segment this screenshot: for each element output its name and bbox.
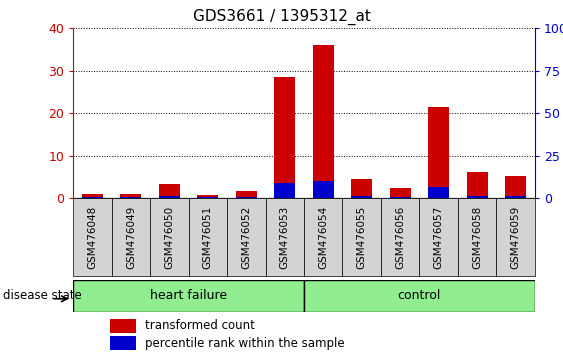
Bar [312,181,334,198]
Text: percentile rank within the sample: percentile rank within the sample [145,337,345,350]
Text: GSM476050: GSM476050 [164,206,175,269]
Bar [82,197,103,198]
FancyBboxPatch shape [227,198,266,276]
Text: heart failure: heart failure [150,289,227,302]
Text: GSM476049: GSM476049 [126,206,136,269]
Bar [428,107,449,198]
Bar [467,172,488,198]
Bar [82,194,103,198]
Bar [312,45,334,198]
Text: GSM476048: GSM476048 [87,206,97,269]
Bar [236,190,257,198]
Bar [467,196,488,198]
Bar [120,194,141,198]
Text: GSM476051: GSM476051 [203,206,213,269]
FancyBboxPatch shape [381,198,419,276]
Text: control: control [397,289,441,302]
Bar [428,187,449,198]
Bar [159,196,180,198]
FancyBboxPatch shape [304,280,535,312]
FancyBboxPatch shape [458,198,497,276]
Text: GSM476056: GSM476056 [395,206,405,269]
FancyBboxPatch shape [419,198,458,276]
Text: disease state: disease state [3,289,82,302]
Bar [351,179,372,198]
Bar [390,188,411,198]
FancyBboxPatch shape [150,198,189,276]
Text: GSM476059: GSM476059 [511,206,521,269]
FancyBboxPatch shape [497,198,535,276]
Bar [197,197,218,198]
Text: GSM476055: GSM476055 [357,206,367,269]
FancyBboxPatch shape [73,280,304,312]
FancyBboxPatch shape [189,198,227,276]
Text: transformed count: transformed count [145,319,254,332]
Bar [197,195,218,198]
Text: GSM476054: GSM476054 [318,206,328,269]
Text: GSM476053: GSM476053 [280,206,290,269]
Bar [351,196,372,198]
FancyBboxPatch shape [266,198,304,276]
Text: GSM476057: GSM476057 [434,206,444,269]
FancyBboxPatch shape [304,198,342,276]
Bar [110,319,136,333]
Bar [274,183,296,198]
Bar [159,184,180,198]
Bar [120,197,141,198]
Bar [110,336,136,350]
FancyBboxPatch shape [111,198,150,276]
Text: GSM476052: GSM476052 [242,206,251,269]
Bar [505,176,526,198]
Bar [274,77,296,198]
FancyBboxPatch shape [342,198,381,276]
Bar [505,196,526,198]
Text: GDS3661 / 1395312_at: GDS3661 / 1395312_at [193,9,370,25]
Text: GSM476058: GSM476058 [472,206,482,269]
FancyBboxPatch shape [73,198,111,276]
